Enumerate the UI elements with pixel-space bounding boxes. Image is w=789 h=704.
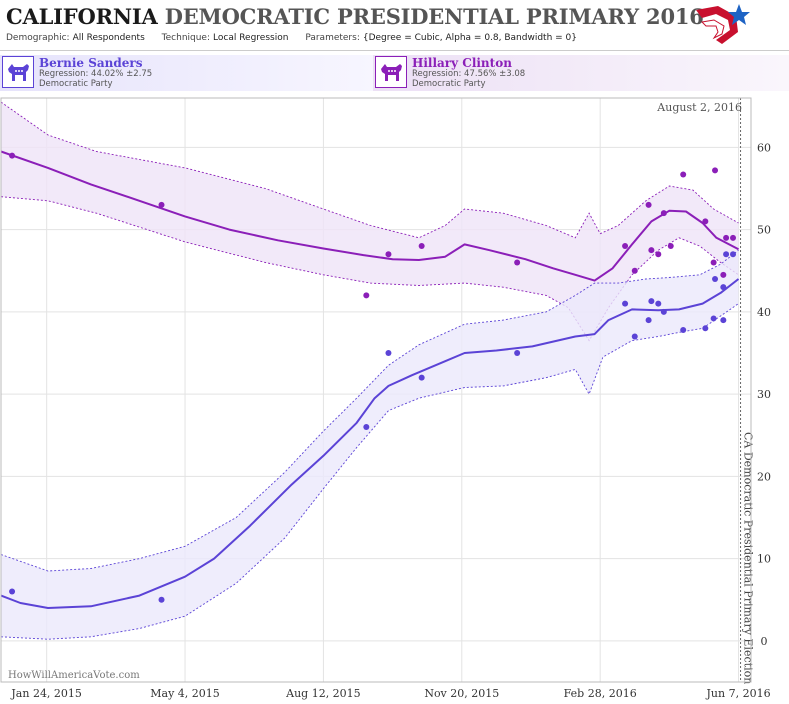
poll-point <box>730 251 737 258</box>
x-tick-label: May 4, 2015 <box>150 687 220 700</box>
poll-point <box>385 349 392 356</box>
poll-point <box>702 218 709 225</box>
title-state: CALIFORNIA <box>6 4 158 29</box>
poll-point <box>712 275 719 282</box>
poll-point <box>660 210 667 217</box>
x-tick-label: Aug 12, 2015 <box>285 687 361 700</box>
poll-point <box>158 596 165 603</box>
demographic-label: Demographic: <box>6 33 70 43</box>
poll-point <box>514 349 521 356</box>
technique-value: Local Regression <box>213 33 289 43</box>
poll-point <box>680 171 687 178</box>
poll-point <box>645 201 652 208</box>
upper-bound-line <box>0 101 739 239</box>
candidate-card-sanders: Bernie Sanders Regression: 44.02% ±2.75 … <box>0 55 375 91</box>
democrat-donkey-icon <box>375 56 407 88</box>
poll-point <box>418 374 425 381</box>
poll-point <box>720 317 727 324</box>
y-tick-label: 20 <box>757 470 771 483</box>
plot-frame <box>0 97 752 683</box>
poll-point <box>667 243 674 250</box>
star-flag-logo-icon <box>696 4 750 44</box>
y-tick-label: 40 <box>757 306 771 319</box>
y-tick-label: 50 <box>757 224 771 237</box>
watermark: HowWillAmericaVote.com <box>8 670 140 681</box>
poll-points <box>9 152 737 603</box>
x-tick-label: Feb 28, 2016 <box>564 687 637 700</box>
header-divider <box>0 50 789 51</box>
candidate-regression: Regression: 47.56% ±3.08 <box>412 69 526 79</box>
candidate-party: Democratic Party <box>39 79 113 89</box>
poll-point <box>702 325 709 332</box>
poll-point <box>655 251 662 258</box>
lower-bound-line <box>0 196 739 342</box>
poll-point <box>385 251 392 258</box>
lower-bound-line <box>0 303 739 640</box>
poll-point <box>363 424 370 431</box>
poll-point <box>730 234 737 241</box>
page-title: CALIFORNIA DEMOCRATIC PRESIDENTIAL PRIMA… <box>6 4 704 29</box>
x-tick-label: Jun 7, 2016 <box>706 687 771 700</box>
y-tick-label: 60 <box>757 141 771 154</box>
poll-point <box>720 271 727 278</box>
candidate-name: Bernie Sanders <box>39 56 143 70</box>
poll-point <box>418 243 425 250</box>
poll-point <box>680 326 687 333</box>
poll-point <box>723 251 730 258</box>
poll-point <box>712 167 719 174</box>
confidence-band <box>1 102 739 341</box>
candidate-card-clinton: Hillary Clinton Regression: 47.56% ±3.08… <box>373 55 789 91</box>
x-tick-label: Nov 20, 2015 <box>424 687 499 700</box>
poll-point <box>514 259 521 266</box>
candidate-regression: Regression: 44.02% ±2.75 <box>39 69 153 79</box>
y-tick-label: 0 <box>761 635 768 648</box>
poll-point <box>9 588 16 595</box>
poll-point <box>648 298 655 305</box>
parameters-label: Parameters: <box>305 33 360 43</box>
poll-point <box>720 284 727 291</box>
poll-point <box>645 317 652 324</box>
poll-point <box>363 292 370 299</box>
parameters-line: Demographic: All Respondents Technique: Lo… <box>6 33 591 43</box>
poll-point <box>710 315 717 322</box>
election-label: CA Democratic Presidential Primary Elect… <box>742 432 755 684</box>
technique-label: Technique: <box>161 33 211 43</box>
poll-point <box>622 243 629 250</box>
democrat-donkey-icon <box>2 56 34 88</box>
demographic-value: All Respondents <box>72 33 145 43</box>
x-tick-label: Jan 24, 2015 <box>10 687 82 700</box>
trend-line <box>0 278 740 609</box>
upper-bound-line <box>0 249 739 572</box>
poll-point <box>723 234 730 241</box>
poll-point <box>622 300 629 307</box>
poll-point <box>660 308 667 315</box>
poll-point <box>648 247 655 254</box>
poll-point <box>631 267 638 274</box>
page-header: CALIFORNIA DEMOCRATIC PRESIDENTIAL PRIMA… <box>0 0 789 50</box>
candidate-party: Democratic Party <box>412 79 486 89</box>
confidence-band <box>1 250 739 640</box>
y-tick-label: 30 <box>757 388 771 401</box>
poll-point <box>655 300 662 307</box>
parameters-value: {Degree = Cubic, Alpha = 0.8, Bandwidth … <box>362 33 577 43</box>
title-rest: DEMOCRATIC PRESIDENTIAL PRIMARY 2016 <box>164 4 704 29</box>
poll-point <box>9 152 16 159</box>
last-update-label: August 2, 2016 <box>656 101 742 114</box>
confidence-bands <box>0 101 739 640</box>
candidate-name: Hillary Clinton <box>412 56 512 70</box>
poll-point <box>631 333 638 340</box>
poll-point <box>158 201 165 208</box>
y-tick-label: 10 <box>757 553 771 566</box>
poll-point <box>710 259 717 266</box>
